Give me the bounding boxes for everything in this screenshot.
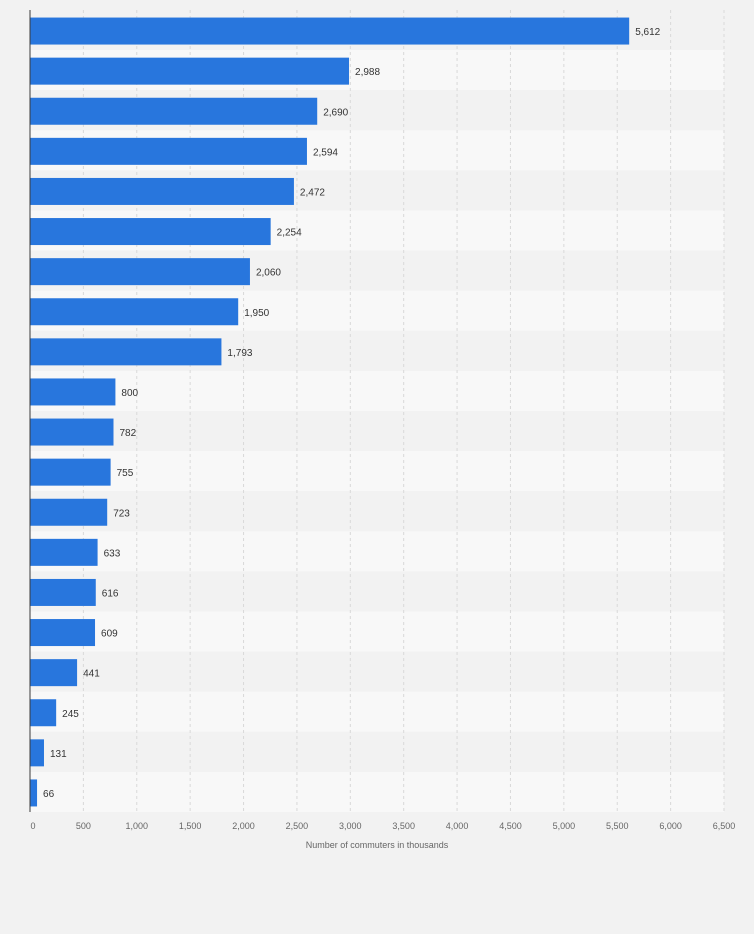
row-band [30,611,724,652]
bar[interactable] [30,218,271,246]
bar[interactable] [30,97,318,125]
row-band [30,411,724,452]
x-axis-ticks: 0 500 1,000 1,500 2,000 2,500 3,000 3,500 4,000 4… [30,821,735,831]
bar-value-label: 782 [119,428,136,439]
bar-value-label: 800 [121,388,138,399]
row-band [30,691,724,732]
row-band [30,531,724,572]
bars [30,17,630,807]
bar[interactable] [30,619,96,647]
bar[interactable] [30,498,108,526]
bar-value-label: 66 [43,789,55,800]
row-band [30,651,724,692]
bar-value-label: 5,612 [635,27,660,38]
bar[interactable] [30,458,111,486]
x-tick-label: 3,000 [339,821,362,831]
bar[interactable] [30,17,630,45]
x-tick-label: 2,500 [286,821,309,831]
bar-value-label: 2,472 [300,187,325,198]
bar-value-label: 2,060 [256,268,281,279]
row-band [30,451,724,492]
x-tick-label: 2,000 [232,821,255,831]
bar[interactable] [30,298,239,326]
row-band [30,370,724,411]
bar-value-label: 2,988 [355,67,380,78]
bar[interactable] [30,739,44,767]
bar-value-label: 2,594 [313,147,338,158]
bar-value-label: 633 [104,548,121,559]
x-tick-label: 4,000 [446,821,469,831]
x-tick-label: 0 [30,821,35,831]
bar-value-label: 1,950 [244,308,269,319]
bar[interactable] [30,538,98,566]
x-tick-label: 1,000 [126,821,149,831]
bar[interactable] [30,177,294,205]
row-bands [30,10,724,812]
bar[interactable] [30,137,307,165]
bar[interactable] [30,418,114,446]
bar[interactable] [30,258,250,286]
x-tick-label: 6,500 [713,821,736,831]
bar[interactable] [30,338,222,366]
bar[interactable] [30,659,78,687]
x-tick-label: 6,000 [659,821,682,831]
bar[interactable] [30,57,350,85]
bar[interactable] [30,378,116,406]
x-tick-label: 5,000 [553,821,576,831]
bar-value-label: 441 [83,669,100,680]
value-labels: 5,612 2,988 2,690 2,594 2,472 2,254 2,060 1,950… [43,27,661,800]
bar-value-label: 609 [101,629,118,640]
bar-value-label: 723 [113,508,130,519]
x-tick-label: 4,500 [499,821,522,831]
row-band [30,571,724,612]
bar-value-label: 616 [102,588,119,599]
row-band [30,491,724,532]
bar[interactable] [30,578,96,606]
bar-value-label: 131 [50,749,67,760]
row-band [30,771,724,812]
bar-value-label: 1,793 [227,348,252,359]
x-axis-label: Number of commuters in thousands [306,840,449,850]
row-band [30,731,724,772]
gridlines [82,10,725,812]
x-tick-label: 5,500 [606,821,629,831]
bar[interactable] [30,779,38,807]
x-tick-label: 1,500 [179,821,202,831]
bar-value-label: 245 [62,709,79,720]
x-tick-label: 500 [76,821,91,831]
bar-value-label: 755 [117,468,134,479]
bar[interactable] [30,699,57,727]
x-tick-label: 3,500 [392,821,415,831]
bar-value-label: 2,690 [323,107,348,118]
bar-value-label: 2,254 [277,228,302,239]
